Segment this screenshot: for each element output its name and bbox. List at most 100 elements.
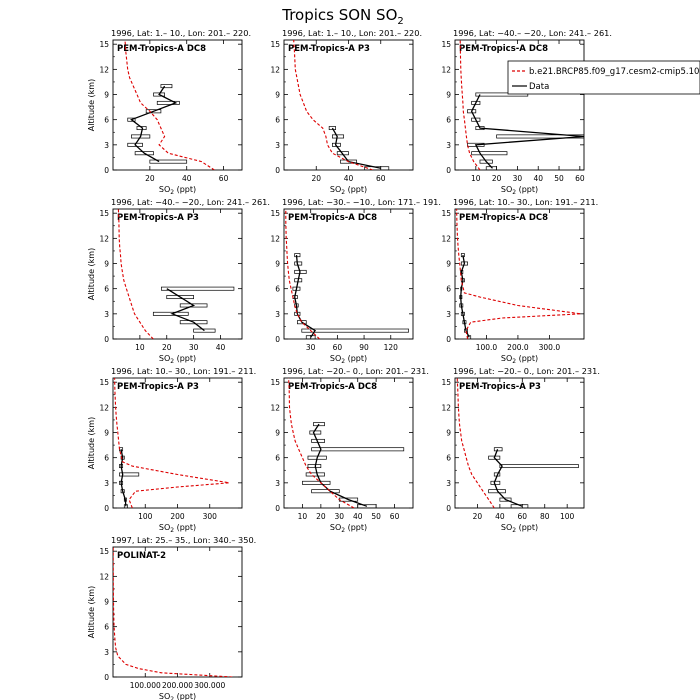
x-axis-label: SO2 (ppt) [501, 185, 538, 196]
y-tick-label: 0 [104, 335, 109, 344]
x-tick-label: 60 [219, 174, 229, 183]
y-tick-label: 6 [275, 285, 280, 294]
obs-range-bar [493, 447, 503, 452]
x-tick-label: 40 [495, 512, 505, 521]
y-tick-label: 15 [270, 378, 280, 387]
obs-range-bar [311, 489, 340, 494]
panel: 1996, Lat: −40.– −20., Lon: 241.– 261. PE… [87, 197, 270, 365]
y-tick-label: 15 [99, 547, 109, 556]
x-tick-label: 30 [335, 512, 345, 521]
legend-model-label: b.e21.BRCP85.f09_g17.cesm2-cmip5.101 [529, 67, 700, 77]
x-tick-label: 20 [145, 174, 155, 183]
plot-frame [283, 208, 414, 340]
obs-line [493, 449, 523, 507]
x-tick-label: 60 [518, 512, 528, 521]
y-tick-label: 12 [270, 403, 280, 412]
obs-range-bar [305, 472, 325, 477]
y-tick-label: 3 [104, 310, 109, 319]
obs-line [120, 449, 127, 507]
obs-range-bar [467, 142, 485, 147]
obs-range-bar [294, 253, 301, 258]
obs-range-bar [332, 134, 345, 139]
campaign-label: POLINAT-2 [117, 551, 166, 561]
y-tick-label: 12 [441, 65, 451, 74]
x-tick-label: 100 [560, 512, 575, 521]
obs-range-bar [294, 269, 307, 274]
x-tick-label: 60 [333, 343, 343, 352]
y-tick-label: 0 [446, 166, 451, 175]
y-tick-label: 15 [441, 40, 451, 49]
model-line [114, 378, 230, 508]
obs-range-bar [305, 335, 316, 339]
y-tick-label: 9 [104, 598, 109, 607]
x-tick-label: 100.000 [130, 681, 161, 690]
y-tick-label: 6 [275, 454, 280, 463]
x-axis-label: SO2 (ppt) [501, 523, 538, 534]
y-tick-label: 9 [104, 91, 109, 100]
y-tick-label: 15 [99, 378, 109, 387]
plot-frame [283, 377, 414, 509]
model-line [285, 209, 320, 339]
obs-range-bar [499, 497, 512, 502]
panels: 1996, Lat: 1.– 10., Lon: 201.– 220. PEM-T… [87, 28, 612, 700]
plot-frame [112, 208, 243, 340]
model-line [124, 40, 215, 170]
y-tick-label: 12 [99, 65, 109, 74]
x-tick-label: 60 [376, 174, 386, 183]
y-tick-label: 0 [446, 335, 451, 344]
y-axis-label: Altitude (km) [87, 417, 96, 469]
model-line [459, 40, 481, 170]
x-tick-label: 20 [473, 512, 483, 521]
campaign-label: PEM-Tropics-A DC8 [459, 213, 548, 223]
panel: 1996, Lat: −40.– −20., Lon: 241.– 261. PE… [441, 28, 612, 196]
obs-line [130, 85, 178, 163]
obs-range-bar [152, 311, 189, 316]
x-tick-label: 200.000 [162, 681, 193, 690]
y-tick-label: 9 [275, 91, 280, 100]
plot-area [288, 378, 405, 508]
campaign-label: PEM-Tropics-A P3 [459, 382, 541, 392]
panel: 1996, Lat: 10.– 30., Lon: 191.– 211. PEM-… [441, 197, 598, 365]
x-tick-label: 40 [182, 174, 192, 183]
plot-area [459, 40, 584, 170]
plot-area [456, 209, 581, 339]
y-tick-label: 0 [104, 673, 109, 682]
y-tick-label: 15 [270, 209, 280, 218]
x-tick-label: 100.0 [476, 343, 498, 352]
obs-range-bar [166, 295, 194, 300]
campaign-label: PEM-Tropics-A P3 [117, 382, 199, 392]
x-axis-label: SO2 (ppt) [330, 523, 367, 534]
obs-range-bar [475, 92, 529, 97]
x-tick-label: 20 [492, 174, 502, 183]
campaign-label: PEM-Tropics-A DC8 [117, 44, 206, 54]
x-tick-label: 20 [311, 174, 321, 183]
x-axis-label: SO2 (ppt) [501, 354, 538, 365]
y-tick-label: 0 [104, 504, 109, 513]
x-tick-label: 10 [471, 174, 481, 183]
y-tick-label: 3 [275, 479, 280, 488]
plot-frame [283, 39, 414, 171]
y-tick-label: 3 [104, 479, 109, 488]
obs-range-bar [296, 320, 307, 325]
legend: b.e21.BRCP85.f09_g17.cesm2-cmip5.101 Dat… [507, 60, 700, 95]
panel-header: 1996, Lat: −20.– 0., Lon: 201.– 231. [282, 366, 429, 376]
x-tick-label: 40 [353, 512, 363, 521]
plot-frame [112, 546, 243, 678]
y-tick-label: 3 [446, 141, 451, 150]
x-axis-label: SO2 (ppt) [159, 692, 196, 700]
x-tick-label: 200.0 [507, 343, 529, 352]
x-tick-label: 300.000 [194, 681, 225, 690]
x-axis-label: SO2 (ppt) [330, 354, 367, 365]
campaign-label: PEM-Tropics-A P3 [117, 213, 199, 223]
obs-range-bar [302, 480, 331, 485]
y-axis-label: Altitude (km) [87, 79, 96, 131]
model-line [293, 40, 373, 170]
y-tick-label: 9 [446, 260, 451, 269]
y-tick-label: 15 [99, 40, 109, 49]
obs-range-bar [309, 430, 322, 435]
panel: 1996, Lat: −30.– −10., Lon: 171.– 191. PE… [270, 197, 441, 365]
y-tick-label: 12 [270, 234, 280, 243]
y-axis-label: Altitude (km) [87, 586, 96, 638]
y-tick-label: 0 [104, 166, 109, 175]
